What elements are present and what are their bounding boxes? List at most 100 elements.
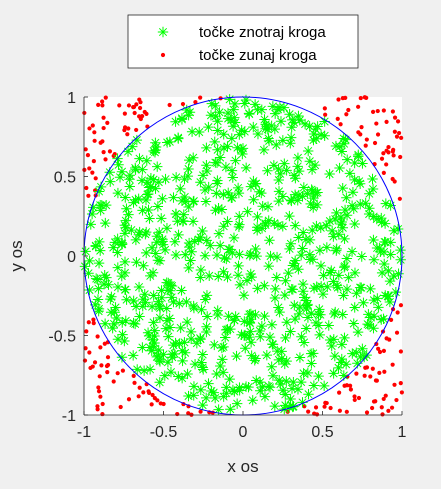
inside-point [358, 297, 369, 308]
inside-point [321, 220, 332, 231]
inside-point [349, 174, 360, 186]
inside-point [368, 310, 380, 322]
inside-point [252, 211, 263, 223]
outside-point [381, 151, 386, 156]
inside-point [202, 311, 213, 322]
inside-point [93, 305, 104, 317]
inside-point [267, 101, 279, 112]
inside-point [273, 354, 285, 366]
inside-point [215, 240, 226, 251]
inside-point [280, 332, 291, 344]
inside-point [245, 308, 257, 320]
inside-point [148, 174, 159, 185]
outside-point [383, 393, 388, 398]
inside-point [292, 384, 304, 395]
inside-point [137, 164, 148, 175]
outside-point [122, 127, 127, 133]
inside-point [266, 361, 277, 372]
outside-point [337, 390, 342, 395]
inside-point [293, 232, 304, 243]
outside-point [377, 370, 382, 375]
inside-point [99, 318, 111, 329]
outside-point [93, 176, 98, 181]
outside-point [102, 341, 107, 346]
inside-point [331, 245, 342, 256]
inside-point [124, 181, 135, 192]
outside-point [95, 334, 100, 339]
inside-point [326, 340, 337, 352]
inside-point [203, 121, 214, 133]
inside-point [200, 196, 212, 207]
inside-point [330, 140, 342, 152]
inside-point [261, 349, 273, 361]
outside-point [126, 103, 132, 108]
inside-point [210, 110, 221, 122]
inside-point [244, 250, 255, 261]
inside-point [200, 294, 211, 305]
inside-point [119, 228, 131, 239]
inside-point [276, 353, 287, 364]
inside-point [161, 137, 173, 148]
inside-point [142, 189, 153, 200]
inside-point [104, 167, 115, 178]
outside-point [175, 411, 180, 417]
inside-point [326, 225, 338, 237]
y-tick-label: -1 [62, 408, 76, 425]
inside-point [245, 326, 256, 337]
inside-point [156, 285, 167, 296]
outside-point [101, 125, 106, 131]
inside-point [338, 290, 349, 301]
outside-point [83, 147, 88, 152]
inside-point [314, 329, 325, 341]
inside-point [168, 192, 179, 203]
outside-point [115, 371, 120, 376]
outside-point [105, 370, 110, 375]
inside-point [272, 220, 284, 231]
inside-point [90, 273, 102, 284]
inside-point [368, 322, 379, 334]
inside-point [308, 134, 319, 146]
inside-point [298, 227, 309, 238]
outside-point [397, 196, 402, 201]
inside-point [230, 155, 241, 166]
inside-point [98, 278, 110, 290]
inside-point [148, 317, 159, 328]
inside-point [147, 340, 159, 352]
inside-point [116, 270, 127, 282]
inside-point [134, 226, 145, 238]
inside-point [144, 364, 156, 375]
inside-point [368, 294, 380, 306]
inside-point [172, 216, 183, 227]
outside-point [132, 380, 137, 385]
inside-point [384, 275, 396, 287]
inside-point [292, 161, 303, 172]
inside-point [348, 203, 359, 214]
inside-point [337, 309, 348, 320]
inside-point [162, 357, 174, 368]
inside-point [120, 192, 131, 203]
inside-point [201, 290, 213, 301]
inside-point [143, 330, 155, 342]
inside-point [119, 335, 130, 347]
outside-point [103, 157, 108, 162]
inside-point [156, 292, 167, 303]
inside-point [304, 121, 315, 132]
outside-point [336, 97, 341, 102]
outside-point [379, 405, 384, 410]
inside-point [306, 358, 317, 369]
outside-point [90, 170, 95, 175]
inside-point [284, 243, 295, 255]
inside-point [308, 202, 319, 213]
inside-point [93, 283, 104, 294]
inside-point [315, 260, 327, 272]
inside-point [289, 300, 300, 311]
inside-point [313, 309, 324, 320]
outside-point [392, 129, 397, 134]
inside-point [151, 351, 163, 363]
inside-point [179, 347, 191, 359]
inside-point [122, 146, 134, 157]
inside-point [112, 233, 123, 245]
inside-point [197, 225, 208, 237]
inside-point [210, 100, 221, 112]
inside-point [373, 302, 384, 313]
